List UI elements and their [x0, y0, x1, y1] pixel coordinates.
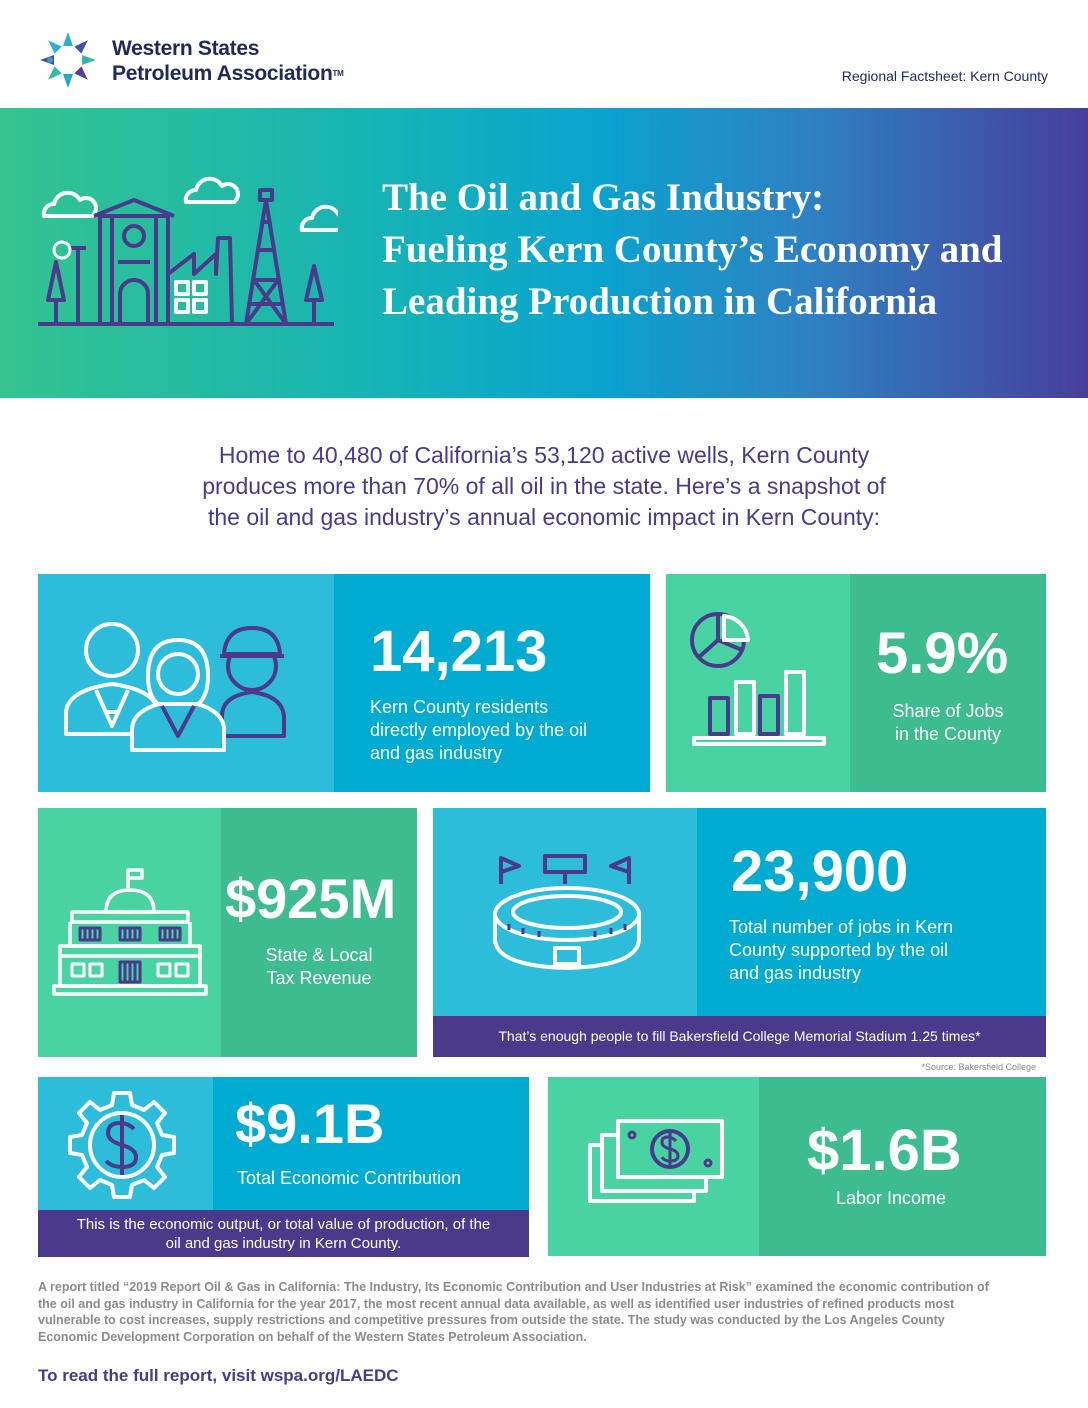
stat-value: $9.1B — [235, 1092, 385, 1155]
stadium-note: That’s enough people to fill Bakersfield… — [433, 1016, 1046, 1057]
note-line: oil and gas industry in Kern County. — [165, 1235, 402, 1252]
stat-value: 14,213 — [370, 619, 548, 684]
intro-line: the oil and gas industry’s annual econom… — [207, 504, 881, 530]
desc-line: and gas industry — [729, 963, 862, 983]
panel-value-area: $1.6B Labor Income — [759, 1077, 1046, 1256]
stat-panel-tax-revenue: $925M State & Local Tax Revenue — [38, 808, 417, 1057]
desc-line: County supported by the oil — [729, 940, 949, 960]
title-banner — [0, 108, 1088, 398]
wspa-logo-icon — [40, 32, 96, 88]
panel-value-area: $925M State & Local Tax Revenue — [221, 808, 417, 1057]
source-note: *Source: Bakersfield College — [921, 1062, 1036, 1072]
desc-line: and gas industry — [370, 743, 503, 763]
footnote-line: Economic Development Corporation on beha… — [38, 1329, 587, 1344]
full-report-link[interactable]: To read the full report, visit wspa.org/… — [38, 1366, 399, 1385]
note-line: This is the economic output, or total va… — [76, 1216, 491, 1233]
stat-description: State & Local Tax Revenue — [221, 944, 417, 990]
desc-line: Total number of jobs in Kern — [729, 917, 954, 937]
stat-description: Share of Jobs in the County — [850, 700, 1046, 746]
panel-value-area: 5.9% Share of Jobs in the County — [850, 574, 1046, 792]
stat-panel-residents: 14,213 Kern County residents directly em… — [38, 574, 650, 792]
panel-value-area: 14,213 Kern County residents directly em… — [334, 574, 650, 792]
stat-description: Total Economic Contribution — [237, 1168, 462, 1188]
org-name-line2: Petroleum Association — [112, 62, 333, 85]
industry-town-icon — [38, 176, 338, 326]
desc-line: Tax Revenue — [266, 968, 372, 988]
stat-panel-economic-contribution: $9.1B Total Economic Contribution This i… — [38, 1077, 529, 1257]
cash-icon — [588, 1119, 724, 1203]
charts-icon — [690, 612, 826, 746]
dollar-gear-icon — [68, 1091, 176, 1199]
footnote-line: A report titled “2019 Report Oil & Gas i… — [38, 1280, 989, 1294]
org-name-line1: Western States — [112, 37, 260, 60]
intro-line: Home to 40,480 of California’s 53,120 ac… — [218, 442, 870, 468]
page-title: The Oil and Gas Industry: Fueling Kern C… — [382, 172, 1062, 328]
stat-value: $925M — [225, 867, 397, 930]
stadium-icon — [493, 854, 641, 970]
stat-description: Total number of jobs in Kern County supp… — [729, 916, 1029, 985]
intro-paragraph: Home to 40,480 of California’s 53,120 ac… — [60, 440, 1028, 533]
title-line: The Oil and Gas Industry: — [382, 176, 825, 219]
org-name: Western States Petroleum AssociationTM — [112, 36, 344, 86]
intro-line: produces more than 70% of all oil in the… — [202, 473, 886, 499]
stat-value: 5.9% — [876, 621, 1009, 686]
stat-description: Kern County residents directly employed … — [370, 696, 640, 765]
stat-value: $1.6B — [807, 1118, 962, 1183]
panel-value-area: 23,900 Total number of jobs in Kern Coun… — [697, 808, 1046, 1016]
government-building-icon — [52, 868, 208, 996]
stat-value: 23,900 — [731, 839, 909, 904]
footnote-line: vulnerable to cost increases, supply res… — [38, 1313, 945, 1327]
contribution-note: This is the economic output, or total va… — [38, 1210, 529, 1257]
stat-description: Labor Income — [835, 1188, 947, 1208]
desc-line: in the County — [894, 724, 1002, 744]
panel-value-area: $9.1B Total Economic Contribution — [213, 1077, 529, 1210]
stat-panel-total-jobs: 23,900 Total number of jobs in Kern Coun… — [433, 808, 1046, 1057]
workers-icon — [64, 622, 286, 752]
stat-panel-jobs-share: 5.9% Share of Jobs in the County — [666, 574, 1046, 792]
trademark-mark: TM — [332, 69, 344, 78]
desc-line: directly employed by the oil — [370, 720, 588, 740]
desc-line: Share of Jobs — [892, 701, 1004, 721]
footnote-line: the oil and gas industry in California f… — [38, 1296, 955, 1311]
stat-panel-labor-income: $1.6B Labor Income — [548, 1077, 1046, 1256]
desc-line: Kern County residents — [370, 697, 549, 717]
desc-line: State & Local — [265, 945, 373, 965]
title-line: Fueling Kern County’s Economy and — [382, 228, 1003, 271]
factsheet-label: Regional Factsheet: Kern County — [841, 68, 1048, 84]
title-line: Leading Production in California — [382, 280, 938, 323]
report-footnote: A report titled “2019 Report Oil & Gas i… — [38, 1279, 1050, 1345]
